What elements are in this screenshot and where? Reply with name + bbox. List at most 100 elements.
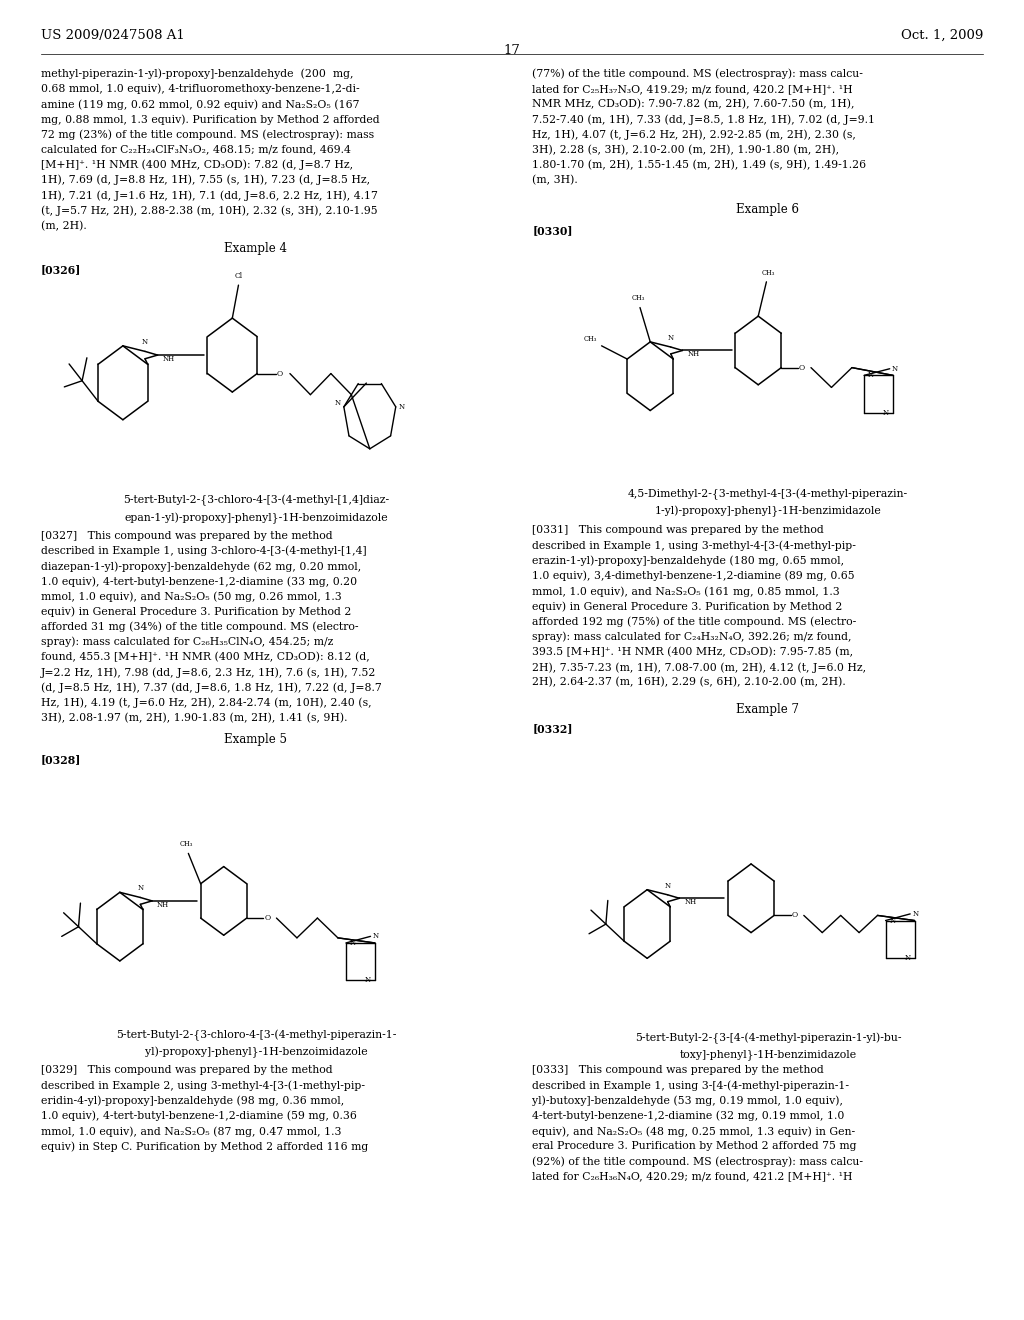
Text: yl)-propoxy]-phenyl}-1H-benzoimidazole: yl)-propoxy]-phenyl}-1H-benzoimidazole: [144, 1047, 368, 1059]
Text: N: N: [335, 399, 341, 407]
Text: 5-tert-Butyl-2-{3-[4-(4-methyl-piperazin-1-yl)-bu-: 5-tert-Butyl-2-{3-[4-(4-methyl-piperazin…: [635, 1032, 901, 1044]
Text: lated for C₂₆H₃₆N₄O, 420.29; m/z found, 421.2 [M+H]⁺. ¹H: lated for C₂₆H₃₆N₄O, 420.29; m/z found, …: [532, 1172, 853, 1181]
Text: 7.52-7.40 (m, 1H), 7.33 (dd, J=8.5, 1.8 Hz, 1H), 7.02 (d, J=9.1: 7.52-7.40 (m, 1H), 7.33 (dd, J=8.5, 1.8 …: [532, 115, 876, 125]
Text: 2H), 2.64-2.37 (m, 16H), 2.29 (s, 6H), 2.10-2.00 (m, 2H).: 2H), 2.64-2.37 (m, 16H), 2.29 (s, 6H), 2…: [532, 677, 846, 688]
Text: NH: NH: [163, 355, 175, 363]
Text: spray): mass calculated for C₂₄H₃₂N₄O, 392.26; m/z found,: spray): mass calculated for C₂₄H₃₂N₄O, 3…: [532, 632, 852, 643]
Text: equiv), and Na₂S₂O₅ (48 mg, 0.25 mmol, 1.3 equiv) in Gen-: equiv), and Na₂S₂O₅ (48 mg, 0.25 mmol, 1…: [532, 1126, 856, 1137]
Text: N: N: [350, 939, 356, 946]
Text: 3H), 2.28 (s, 3H), 2.10-2.00 (m, 2H), 1.90-1.80 (m, 2H),: 3H), 2.28 (s, 3H), 2.10-2.00 (m, 2H), 1.…: [532, 144, 840, 154]
Text: N: N: [373, 932, 379, 940]
Text: J=2.2 Hz, 1H), 7.98 (dd, J=8.6, 2.3 Hz, 1H), 7.6 (s, 1H), 7.52: J=2.2 Hz, 1H), 7.98 (dd, J=8.6, 2.3 Hz, …: [41, 668, 377, 678]
Text: calculated for C₂₂H₂₄ClF₃N₃O₂, 468.15; m/z found, 469.4: calculated for C₂₂H₂₄ClF₃N₃O₂, 468.15; m…: [41, 144, 351, 154]
Text: 1-yl)-propoxy]-phenyl}-1H-benzimidazole: 1-yl)-propoxy]-phenyl}-1H-benzimidazole: [654, 506, 882, 517]
Text: 2H), 7.35-7.23 (m, 1H), 7.08-7.00 (m, 2H), 4.12 (t, J=6.0 Hz,: 2H), 7.35-7.23 (m, 1H), 7.08-7.00 (m, 2H…: [532, 663, 866, 673]
Text: described in Example 1, using 3-methyl-4-[3-(4-methyl-pip-: described in Example 1, using 3-methyl-4…: [532, 541, 856, 552]
Text: CH₃: CH₃: [584, 335, 597, 343]
Text: amine (119 mg, 0.62 mmol, 0.92 equiv) and Na₂S₂O₅ (167: amine (119 mg, 0.62 mmol, 0.92 equiv) an…: [41, 99, 359, 110]
Text: described in Example 1, using 3-[4-(4-methyl-piperazin-1-: described in Example 1, using 3-[4-(4-me…: [532, 1080, 850, 1092]
Text: Example 7: Example 7: [736, 704, 800, 715]
Text: NH: NH: [157, 900, 169, 909]
Text: [0332]: [0332]: [532, 723, 573, 734]
Text: eral Procedure 3. Purification by Method 2 afforded 75 mg: eral Procedure 3. Purification by Method…: [532, 1140, 857, 1151]
Text: N: N: [142, 338, 148, 346]
Text: N: N: [904, 954, 910, 962]
Text: 1.0 equiv), 3,4-dimethyl-benzene-1,2-diamine (89 mg, 0.65: 1.0 equiv), 3,4-dimethyl-benzene-1,2-dia…: [532, 570, 855, 582]
Text: (m, 3H).: (m, 3H).: [532, 176, 579, 185]
Text: (92%) of the title compound. MS (electrospray): mass calcu-: (92%) of the title compound. MS (electro…: [532, 1156, 863, 1167]
Text: N: N: [912, 909, 919, 917]
Text: N: N: [892, 364, 898, 372]
Text: Example 6: Example 6: [736, 203, 800, 216]
Text: [0331]   This compound was prepared by the method: [0331] This compound was prepared by the…: [532, 525, 824, 536]
Text: equiv) in General Procedure 3. Purification by Method 2: equiv) in General Procedure 3. Purificat…: [41, 607, 351, 618]
Text: 17: 17: [504, 44, 520, 57]
Text: 1H), 7.21 (d, J=1.6 Hz, 1H), 7.1 (dd, J=8.6, 2.2 Hz, 1H), 4.17: 1H), 7.21 (d, J=1.6 Hz, 1H), 7.1 (dd, J=…: [41, 190, 378, 201]
Text: (d, J=8.5 Hz, 1H), 7.37 (dd, J=8.6, 1.8 Hz, 1H), 7.22 (d, J=8.7: (d, J=8.5 Hz, 1H), 7.37 (dd, J=8.6, 1.8 …: [41, 682, 382, 693]
Text: O: O: [792, 911, 798, 920]
Text: 72 mg (23%) of the title compound. MS (electrospray): mass: 72 mg (23%) of the title compound. MS (e…: [41, 129, 374, 140]
Text: 1H), 7.69 (d, J=8.8 Hz, 1H), 7.55 (s, 1H), 7.23 (d, J=8.5 Hz,: 1H), 7.69 (d, J=8.8 Hz, 1H), 7.55 (s, 1H…: [41, 176, 370, 186]
Text: [0330]: [0330]: [532, 226, 573, 236]
Text: CH₃: CH₃: [631, 294, 645, 302]
Text: Cl: Cl: [234, 272, 243, 280]
Text: Oct. 1, 2009: Oct. 1, 2009: [901, 29, 983, 42]
Text: NH: NH: [684, 898, 696, 907]
Text: diazepan-1-yl)-propoxy]-benzaldehyde (62 mg, 0.20 mmol,: diazepan-1-yl)-propoxy]-benzaldehyde (62…: [41, 561, 361, 572]
Text: N: N: [365, 977, 371, 985]
Text: mmol, 1.0 equiv), and Na₂S₂O₅ (161 mg, 0.85 mmol, 1.3: mmol, 1.0 equiv), and Na₂S₂O₅ (161 mg, 0…: [532, 586, 841, 597]
Text: afforded 31 mg (34%) of the title compound. MS (electro-: afforded 31 mg (34%) of the title compou…: [41, 622, 358, 632]
Text: yl)-butoxy]-benzaldehyde (53 mg, 0.19 mmol, 1.0 equiv),: yl)-butoxy]-benzaldehyde (53 mg, 0.19 mm…: [532, 1096, 844, 1106]
Text: CH₃: CH₃: [762, 268, 775, 277]
Text: Example 4: Example 4: [224, 243, 288, 255]
Text: equiv) in General Procedure 3. Purification by Method 2: equiv) in General Procedure 3. Purificat…: [532, 602, 843, 612]
Text: N: N: [665, 882, 671, 890]
Text: 1.0 equiv), 4-tert-butyl-benzene-1,2-diamine (59 mg, 0.36: 1.0 equiv), 4-tert-butyl-benzene-1,2-dia…: [41, 1111, 356, 1122]
Text: N: N: [890, 916, 896, 924]
Text: found, 455.3 [M+H]⁺. ¹H NMR (400 MHz, CD₃OD): 8.12 (d,: found, 455.3 [M+H]⁺. ¹H NMR (400 MHz, CD…: [41, 652, 370, 663]
Text: described in Example 1, using 3-chloro-4-[3-(4-methyl-[1,4]: described in Example 1, using 3-chloro-4…: [41, 546, 367, 557]
Text: O: O: [264, 913, 270, 923]
Text: N: N: [668, 334, 674, 342]
Text: [0329]   This compound was prepared by the method: [0329] This compound was prepared by the…: [41, 1065, 333, 1076]
Text: 5-tert-Butyl-2-{3-chloro-4-[3-(4-methyl-[1,4]diaz-: 5-tert-Butyl-2-{3-chloro-4-[3-(4-methyl-…: [123, 495, 389, 507]
Text: toxy]-phenyl}-1H-benzimidazole: toxy]-phenyl}-1H-benzimidazole: [680, 1049, 856, 1060]
Text: N: N: [883, 409, 889, 417]
Text: Example 5: Example 5: [224, 734, 288, 746]
Text: epan-1-yl)-propoxy]-phenyl}-1H-benzoimidazole: epan-1-yl)-propoxy]-phenyl}-1H-benzoimid…: [124, 512, 388, 524]
Text: 0.68 mmol, 1.0 equiv), 4-trifluoromethoxy-benzene-1,2-di-: 0.68 mmol, 1.0 equiv), 4-trifluoromethox…: [41, 84, 359, 95]
Text: Hz, 1H), 4.07 (t, J=6.2 Hz, 2H), 2.92-2.85 (m, 2H), 2.30 (s,: Hz, 1H), 4.07 (t, J=6.2 Hz, 2H), 2.92-2.…: [532, 129, 856, 140]
Text: mg, 0.88 mmol, 1.3 equiv). Purification by Method 2 afforded: mg, 0.88 mmol, 1.3 equiv). Purification …: [41, 115, 380, 125]
Text: N: N: [868, 371, 874, 379]
Text: (t, J=5.7 Hz, 2H), 2.88-2.38 (m, 10H), 2.32 (s, 3H), 2.10-1.95: (t, J=5.7 Hz, 2H), 2.88-2.38 (m, 10H), 2…: [41, 206, 378, 216]
Text: [0328]: [0328]: [41, 754, 81, 764]
Text: [0327]   This compound was prepared by the method: [0327] This compound was prepared by the…: [41, 531, 333, 541]
Text: N: N: [137, 884, 143, 892]
Text: N: N: [398, 403, 404, 411]
Text: [M+H]⁺. ¹H NMR (400 MHz, CD₃OD): 7.82 (d, J=8.7 Hz,: [M+H]⁺. ¹H NMR (400 MHz, CD₃OD): 7.82 (d…: [41, 160, 353, 170]
Text: US 2009/0247508 A1: US 2009/0247508 A1: [41, 29, 184, 42]
Text: O: O: [799, 363, 805, 372]
Text: O: O: [276, 370, 283, 378]
Text: [0333]   This compound was prepared by the method: [0333] This compound was prepared by the…: [532, 1065, 824, 1076]
Text: 4-tert-butyl-benzene-1,2-diamine (32 mg, 0.19 mmol, 1.0: 4-tert-butyl-benzene-1,2-diamine (32 mg,…: [532, 1111, 845, 1122]
Text: equiv) in Step C. Purification by Method 2 afforded 116 mg: equiv) in Step C. Purification by Method…: [41, 1140, 369, 1152]
Text: afforded 192 mg (75%) of the title compound. MS (electro-: afforded 192 mg (75%) of the title compo…: [532, 616, 857, 627]
Text: 3H), 2.08-1.97 (m, 2H), 1.90-1.83 (m, 2H), 1.41 (s, 9H).: 3H), 2.08-1.97 (m, 2H), 1.90-1.83 (m, 2H…: [41, 713, 347, 723]
Text: (m, 2H).: (m, 2H).: [41, 220, 87, 231]
Text: CH₃: CH₃: [179, 840, 193, 847]
Text: spray): mass calculated for C₂₆H₃₅ClN₄O, 454.25; m/z: spray): mass calculated for C₂₆H₃₅ClN₄O,…: [41, 638, 334, 648]
Text: 4,5-Dimethyl-2-{3-methyl-4-[3-(4-methyl-piperazin-: 4,5-Dimethyl-2-{3-methyl-4-[3-(4-methyl-…: [628, 488, 908, 500]
Text: eridin-4-yl)-propoxy]-benzaldehyde (98 mg, 0.36 mmol,: eridin-4-yl)-propoxy]-benzaldehyde (98 m…: [41, 1096, 344, 1106]
Text: NH: NH: [687, 350, 699, 359]
Text: 5-tert-Butyl-2-{3-chloro-4-[3-(4-methyl-piperazin-1-: 5-tert-Butyl-2-{3-chloro-4-[3-(4-methyl-…: [116, 1030, 396, 1041]
Text: [0326]: [0326]: [41, 264, 81, 275]
Text: erazin-1-yl)-propoxy]-benzaldehyde (180 mg, 0.65 mmol,: erazin-1-yl)-propoxy]-benzaldehyde (180 …: [532, 556, 845, 566]
Text: described in Example 2, using 3-methyl-4-[3-(1-methyl-pip-: described in Example 2, using 3-methyl-4…: [41, 1080, 365, 1092]
Text: Hz, 1H), 4.19 (t, J=6.0 Hz, 2H), 2.84-2.74 (m, 10H), 2.40 (s,: Hz, 1H), 4.19 (t, J=6.0 Hz, 2H), 2.84-2.…: [41, 697, 372, 709]
Text: NMR MHz, CD₃OD): 7.90-7.82 (m, 2H), 7.60-7.50 (m, 1H),: NMR MHz, CD₃OD): 7.90-7.82 (m, 2H), 7.60…: [532, 99, 855, 110]
Text: lated for C₂₅H₃₇N₃O, 419.29; m/z found, 420.2 [M+H]⁺. ¹H: lated for C₂₅H₃₇N₃O, 419.29; m/z found, …: [532, 84, 853, 94]
Text: mmol, 1.0 equiv), and Na₂S₂O₅ (50 mg, 0.26 mmol, 1.3: mmol, 1.0 equiv), and Na₂S₂O₅ (50 mg, 0.…: [41, 591, 342, 602]
Text: methyl-piperazin-1-yl)-propoxy]-benzaldehyde  (200  mg,: methyl-piperazin-1-yl)-propoxy]-benzalde…: [41, 69, 353, 79]
Text: 1.80-1.70 (m, 2H), 1.55-1.45 (m, 2H), 1.49 (s, 9H), 1.49-1.26: 1.80-1.70 (m, 2H), 1.55-1.45 (m, 2H), 1.…: [532, 160, 866, 170]
